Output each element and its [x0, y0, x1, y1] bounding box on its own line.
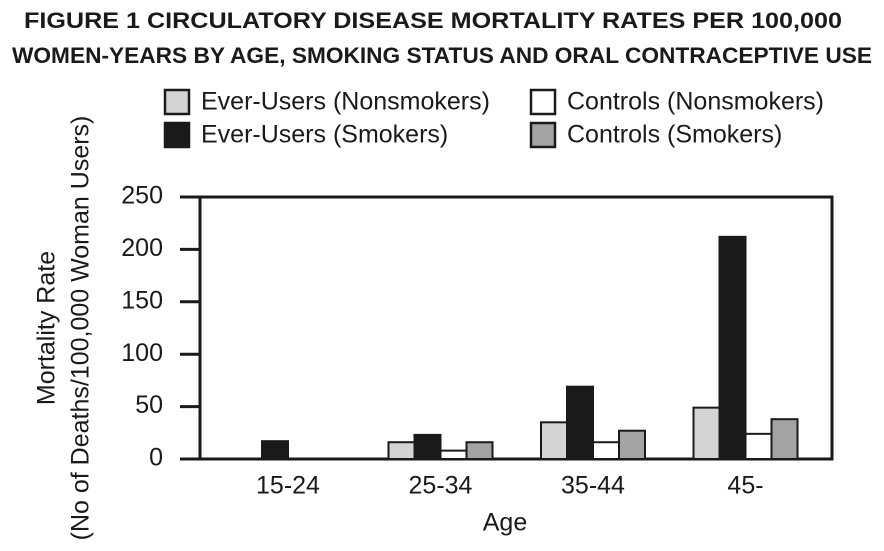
legend-swatch	[163, 121, 191, 149]
bar	[413, 433, 442, 460]
x-axis-label: Age	[483, 509, 527, 537]
bar	[744, 432, 773, 460]
bar	[592, 441, 620, 460]
bar	[618, 429, 646, 461]
y-tick-label: 100	[121, 339, 163, 367]
legend-label: Ever-Users (Smokers)	[201, 121, 448, 149]
chart-title: FIGURE 1 CIRCULATORY DISEASE MORTALITY R…	[24, 8, 842, 33]
legend-label: Controls (Smokers)	[567, 121, 782, 149]
y-tick-label: 150	[121, 286, 163, 314]
bar	[261, 440, 289, 460]
bar	[540, 421, 568, 461]
bar	[439, 449, 468, 460]
plot-frame	[198, 195, 834, 461]
legend-swatch	[529, 121, 557, 149]
y-tick-label: 0	[149, 444, 163, 472]
bar	[566, 385, 594, 460]
x-tick-label: 35-44	[561, 472, 625, 500]
legend-swatch	[529, 88, 557, 116]
x-tick-label: 45-	[727, 472, 763, 500]
x-tick-label: 15-24	[256, 472, 320, 500]
bar	[770, 418, 799, 460]
legend-swatch	[163, 88, 191, 116]
y-tick-label: 250	[121, 182, 163, 210]
y-axis-label: (No of Deaths/100,000 Woman Users)	[67, 116, 95, 541]
y-axis-label: Mortality Rate	[33, 251, 61, 405]
bar	[692, 406, 721, 461]
x-tick-label: 25-34	[409, 472, 473, 500]
legend-label: Controls (Nonsmokers)	[567, 88, 824, 116]
y-tick-label: 200	[121, 234, 163, 262]
legend-label: Ever-Users (Nonsmokers)	[201, 88, 490, 116]
y-tick-label: 50	[135, 391, 163, 419]
chart-title: WOMEN-YEARS BY AGE, SMOKING STATUS AND O…	[12, 43, 872, 68]
bar	[718, 235, 747, 460]
bar	[387, 441, 416, 460]
bar	[465, 441, 494, 460]
